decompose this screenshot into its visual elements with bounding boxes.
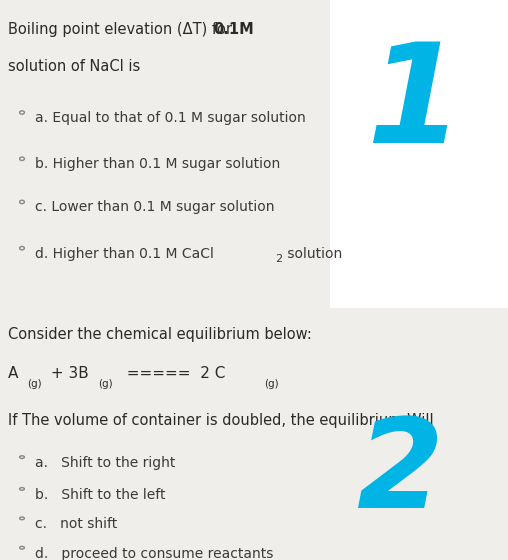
Text: c. Lower than 0.1 M sugar solution: c. Lower than 0.1 M sugar solution <box>35 200 274 214</box>
Text: Consider the chemical equilibrium below:: Consider the chemical equilibrium below: <box>8 327 312 342</box>
Text: + 3B: + 3B <box>46 366 89 381</box>
Text: d. Higher than 0.1 M CaCl: d. Higher than 0.1 M CaCl <box>35 246 214 260</box>
Text: d.   proceed to consume reactants: d. proceed to consume reactants <box>35 547 273 560</box>
Text: Boiling point elevation (ΔT) for: Boiling point elevation (ΔT) for <box>8 22 237 36</box>
Text: solution: solution <box>283 246 342 260</box>
Text: If The volume of container is doubled, the equilibrium Will: If The volume of container is doubled, t… <box>8 413 434 428</box>
Text: (g): (g) <box>265 379 279 389</box>
Text: 2: 2 <box>275 254 282 264</box>
Bar <box>330 0 508 308</box>
Text: =====  2 C: ===== 2 C <box>117 366 226 381</box>
Text: a.   Shift to the right: a. Shift to the right <box>35 456 175 470</box>
Text: a. Equal to that of 0.1 M sugar solution: a. Equal to that of 0.1 M sugar solution <box>35 111 306 125</box>
Text: c.   not shift: c. not shift <box>35 517 117 531</box>
Text: 0.1M: 0.1M <box>214 22 255 36</box>
Text: (g): (g) <box>99 379 113 389</box>
Text: solution of NaCl is: solution of NaCl is <box>8 59 140 73</box>
Text: b.   Shift to the left: b. Shift to the left <box>35 488 166 502</box>
Text: A: A <box>8 366 18 381</box>
Text: 1: 1 <box>366 37 462 172</box>
Text: (g): (g) <box>27 379 42 389</box>
Text: 2: 2 <box>356 413 442 534</box>
Text: b. Higher than 0.1 M sugar solution: b. Higher than 0.1 M sugar solution <box>35 157 280 171</box>
